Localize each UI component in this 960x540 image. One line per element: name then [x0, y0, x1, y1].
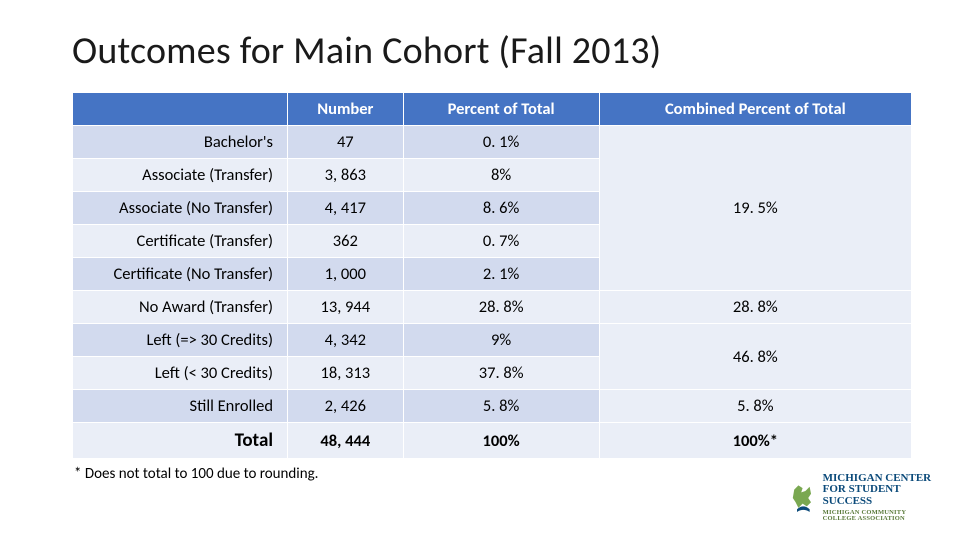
mcss-logo: MICHIGAN CENTER FOR STUDENT SUCCESS MICH… — [790, 470, 940, 526]
total-combined: 100%* — [599, 423, 911, 459]
cell-number: 13, 944 — [288, 291, 404, 324]
cell-combined: 5. 8% — [599, 390, 911, 423]
cell-number: 47 — [288, 126, 404, 159]
cell-percent: 28. 8% — [403, 291, 599, 324]
total-percent: 100% — [403, 423, 599, 459]
table-row: Left (=> 30 Credits)4, 3429%46. 8% — [73, 324, 912, 357]
cell-number: 3, 863 — [288, 159, 404, 192]
row-label: Associate (No Transfer) — [73, 192, 288, 225]
table-row: No Award (Transfer)13, 94428. 8%28. 8% — [73, 291, 912, 324]
row-label: Associate (Transfer) — [73, 159, 288, 192]
cell-percent: 2. 1% — [403, 258, 599, 291]
cell-combined: 46. 8% — [599, 324, 911, 390]
outcomes-table: Number Percent of Total Combined Percent… — [72, 92, 912, 459]
cell-percent: 0. 7% — [403, 225, 599, 258]
row-label: Left (=> 30 Credits) — [73, 324, 288, 357]
cell-percent: 9% — [403, 324, 599, 357]
page-title: Outcomes for Main Cohort (Fall 2013) — [72, 28, 916, 74]
table-total-row: Total48, 444100%100%* — [73, 423, 912, 459]
cell-number: 4, 417 — [288, 192, 404, 225]
cell-number: 362 — [288, 225, 404, 258]
logo-subline: MICHIGAN COMMUNITY COLLEGE ASSOCIATION — [823, 510, 940, 524]
cell-percent: 0. 1% — [403, 126, 599, 159]
cell-percent: 5. 8% — [403, 390, 599, 423]
row-label: Still Enrolled — [73, 390, 288, 423]
logo-text: MICHIGAN CENTER FOR STUDENT SUCCESS MICH… — [823, 473, 940, 523]
row-label: Left (< 30 Credits) — [73, 357, 288, 390]
logo-line3: SUCCESS — [823, 495, 873, 507]
col-header-combined: Combined Percent of Total — [599, 93, 911, 126]
row-label: Certificate (No Transfer) — [73, 258, 288, 291]
total-number: 48, 444 — [288, 423, 404, 459]
slide: Outcomes for Main Cohort (Fall 2013) Num… — [0, 0, 960, 540]
row-label: Bachelor's — [73, 126, 288, 159]
col-header-rowlabel — [73, 93, 288, 126]
table-row: Bachelor's470. 1%19. 5% — [73, 126, 912, 159]
row-label: No Award (Transfer) — [73, 291, 288, 324]
cell-percent: 8% — [403, 159, 599, 192]
cell-combined: 28. 8% — [599, 291, 911, 324]
cell-percent: 37. 8% — [403, 357, 599, 390]
table-header-row: Number Percent of Total Combined Percent… — [73, 93, 912, 126]
cell-number: 18, 313 — [288, 357, 404, 390]
logo-line2: FOR STUDENT — [823, 483, 901, 495]
logo-line1: MICHIGAN CENTER — [823, 472, 931, 484]
col-header-percent: Percent of Total — [403, 93, 599, 126]
cell-number: 1, 000 — [288, 258, 404, 291]
michigan-map-icon — [790, 476, 817, 520]
row-label: Certificate (Transfer) — [73, 225, 288, 258]
col-header-number: Number — [288, 93, 404, 126]
cell-percent: 8. 6% — [403, 192, 599, 225]
cell-combined: 19. 5% — [599, 126, 911, 291]
total-label: Total — [73, 423, 288, 459]
cell-number: 2, 426 — [288, 390, 404, 423]
cell-number: 4, 342 — [288, 324, 404, 357]
table-row: Still Enrolled2, 4265. 8%5. 8% — [73, 390, 912, 423]
